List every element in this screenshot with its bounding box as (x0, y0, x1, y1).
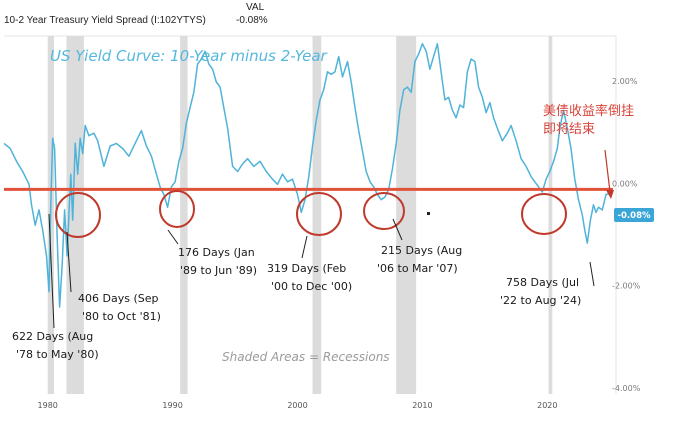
arrowhead-current (606, 190, 614, 199)
recession-band-2 (180, 36, 188, 394)
arrow-406-days (66, 231, 72, 293)
annotation-406-line1: 406 Days (Sep (78, 292, 158, 305)
inversion-circle-1989 (159, 190, 195, 228)
annotation-319-line1: 319 Days (Feb (267, 262, 346, 275)
chinese-note-line1: 美债收益率倒挂 (543, 103, 634, 119)
current-value-badge (614, 208, 654, 222)
inversion-circle-2019 (521, 193, 567, 235)
arrow-215-days (392, 218, 403, 241)
recession-band-1 (66, 36, 84, 394)
y-tick-label: 2.00% (612, 77, 638, 86)
val-column-label: VAL (246, 2, 265, 13)
x-tick-label: 1990 (162, 401, 182, 410)
annotation-176-line1: 176 Days (Jan (178, 246, 255, 259)
spread-series-line (3, 42, 610, 308)
recession-band-5 (548, 36, 553, 394)
val-value: -0.08% (236, 15, 268, 26)
inversion-circle-1980 (55, 192, 101, 238)
x-tick-label: 2020 (537, 401, 557, 410)
annotation-406-line2: '80 to Oct '81) (82, 310, 161, 323)
arrow-to-current (604, 149, 611, 193)
annotation-319-line2: '00 to Dec '00) (271, 280, 352, 293)
x-tick-label: 2010 (412, 401, 432, 410)
annotation-176-line2: '89 to Jun '89) (180, 264, 257, 277)
inversion-circle-2006 (363, 192, 405, 230)
annotation-758-line2: '22 to Aug '24) (500, 294, 581, 307)
y-tick-labels: 2.00% 0.00% -2.00% -4.00% (612, 77, 641, 393)
annotation-215-line1: 215 Days (Aug (381, 244, 462, 257)
annotation-622-line1: 622 Days (Aug (12, 330, 93, 343)
series-label: 10-2 Year Treasury Yield Spread (I:102YT… (4, 15, 206, 26)
recession-note: Shaded Areas = Recessions (222, 350, 390, 364)
arrow-176-days (167, 229, 179, 245)
arrow-758-days (589, 261, 595, 287)
annotation-215-line2: '06 to Mar '07) (377, 262, 458, 275)
recession-band-4 (396, 36, 417, 394)
chart-title: US Yield Curve: 10-Year minus 2-Year (50, 47, 328, 65)
y-tick-label: -4.00% (612, 384, 641, 393)
y-tick-label: -2.00% (612, 282, 641, 291)
recession-band-3 (312, 36, 322, 394)
plot-background (4, 36, 616, 394)
annotation-622-line2: '78 to May '80) (16, 348, 99, 361)
x-tick-label: 2000 (287, 401, 307, 410)
x-tick-label: 1980 (38, 401, 58, 410)
chinese-note-line2: 即将结束 (543, 122, 595, 137)
arrow-622-days (48, 213, 55, 329)
arrow-319-days (301, 235, 308, 259)
y-tick-label: 0.00% (612, 179, 638, 188)
annotation-758-line1: 758 Days (Jul (506, 276, 579, 289)
stray-dot (427, 212, 430, 215)
inversion-circle-2000 (296, 192, 342, 236)
current-value-label: -0.08% (617, 211, 650, 221)
x-tick-labels: 1980 1990 2000 2010 2020 (38, 401, 558, 410)
